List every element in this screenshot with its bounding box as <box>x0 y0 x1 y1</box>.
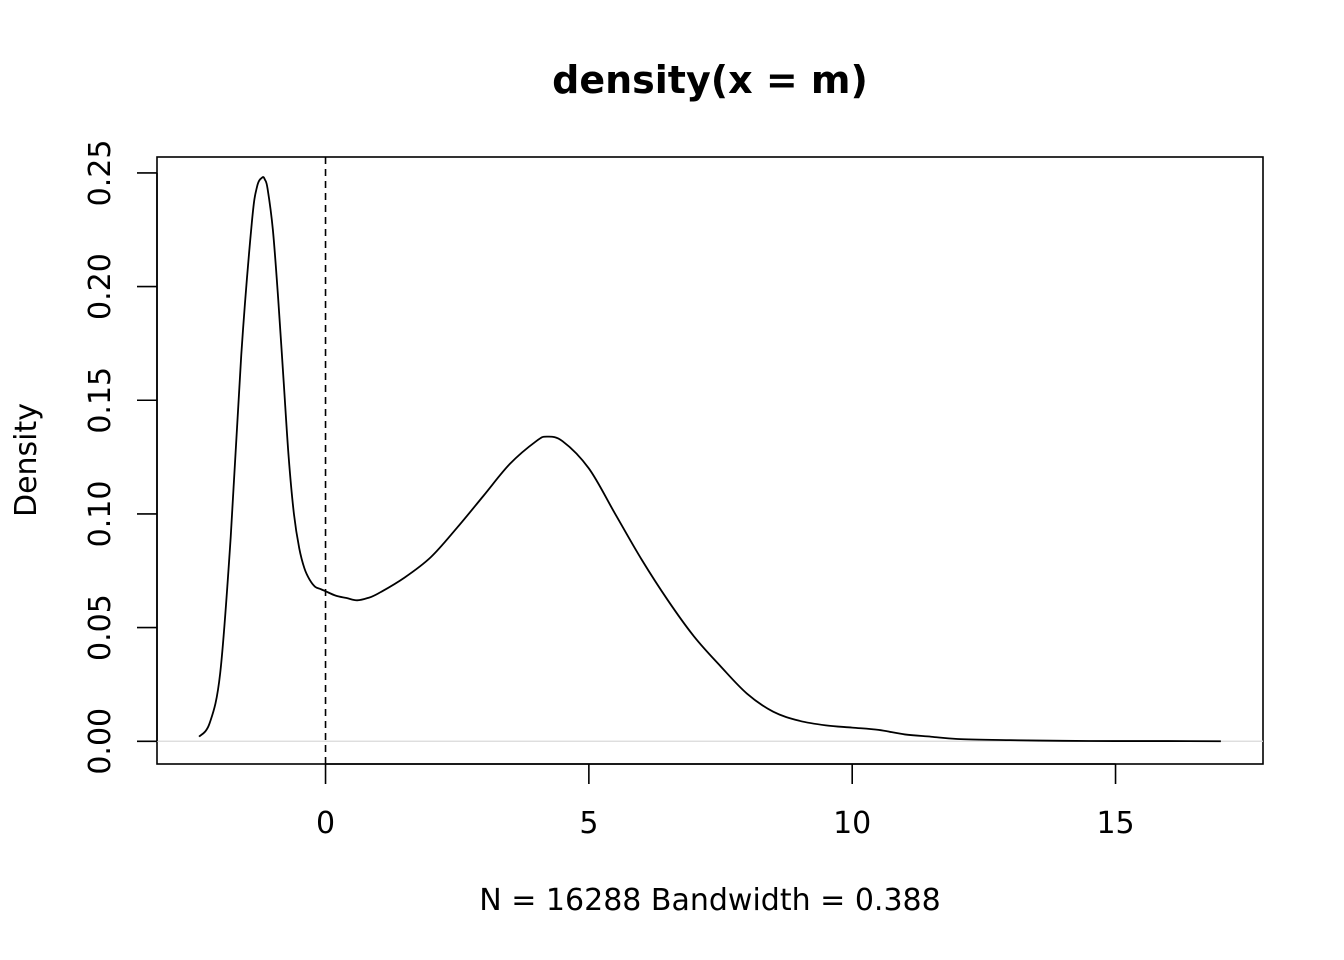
x-tick-label: 0 <box>316 806 335 841</box>
x-axis: 0 5 10 15 <box>316 763 1135 841</box>
plot-frame <box>156 156 1264 765</box>
chart-title: density(x = m) <box>552 58 868 102</box>
x-axis-label: N = 16288 Bandwidth = 0.388 <box>479 883 940 918</box>
y-tick-label: 0.00 <box>83 708 118 775</box>
y-tick-label: 0.10 <box>83 481 118 548</box>
y-tick-label: 0.15 <box>83 367 118 434</box>
x-tick-label: 5 <box>579 806 598 841</box>
y-axis: 0.00 0.05 0.10 0.15 0.20 0.25 <box>83 140 158 775</box>
y-tick-label: 0.25 <box>83 140 118 207</box>
x-tick-label: 15 <box>1096 806 1134 841</box>
y-tick-label: 0.05 <box>83 594 118 661</box>
x-tick-label: 10 <box>833 806 871 841</box>
density-curve <box>198 176 1221 743</box>
y-tick-label: 0.20 <box>83 253 118 320</box>
y-axis-label: Density <box>9 403 44 517</box>
